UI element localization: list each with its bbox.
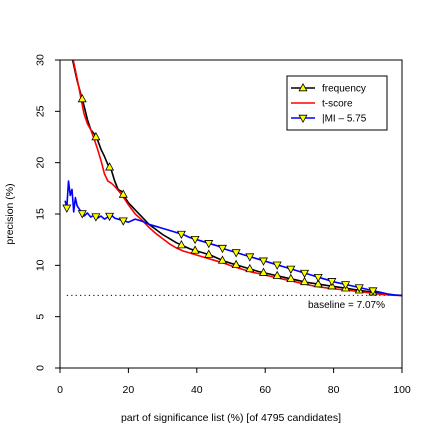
series-marker-2 — [217, 244, 227, 254]
series-marker-2 — [313, 273, 323, 283]
series-marker-2 — [105, 212, 115, 222]
series-marker-2 — [272, 261, 282, 270]
x-tick-label: 40 — [191, 384, 203, 396]
series-marker-0 — [231, 259, 241, 269]
y-tick-label: 15 — [35, 208, 47, 220]
series-marker-2 — [62, 204, 72, 213]
series-marker-0 — [77, 93, 87, 103]
series-marker-2 — [300, 269, 310, 279]
series-marker-0 — [176, 240, 186, 249]
legend-marker-2 — [298, 114, 308, 124]
series-marker-2 — [118, 217, 128, 226]
legend-marker-0 — [298, 82, 308, 92]
series-marker-0 — [272, 270, 282, 279]
baseline-label: baseline = 7.07% — [308, 300, 385, 311]
series-marker-2 — [231, 249, 241, 258]
series-marker-0 — [204, 249, 214, 258]
series-marker-2 — [77, 210, 87, 219]
series-line-0 — [71, 60, 402, 297]
legend: frequency t-score |MI – 5.75 — [286, 75, 388, 131]
x-axis-label: part of significance list (%) [of 4795 c… — [121, 412, 341, 424]
series-marker-2 — [245, 253, 255, 262]
y-tick-label: 10 — [35, 259, 47, 271]
y-tick-label: 30 — [35, 54, 47, 66]
y-tick-label: 20 — [35, 157, 47, 169]
series-marker-0 — [190, 245, 200, 254]
series-marker-2 — [286, 265, 296, 274]
series-marker-2 — [327, 278, 337, 287]
series-marker-2 — [204, 240, 214, 249]
series-marker-2 — [190, 235, 200, 245]
legend-label-1: t-score — [322, 99, 353, 110]
x-tick-label: 80 — [328, 384, 340, 396]
y-tick-label: 0 — [35, 365, 47, 371]
x-tick-label: 60 — [259, 384, 271, 396]
axis-layer: 0 20 40 60 80 100 0 5 10 15 20 25 30 — [35, 54, 411, 396]
series-marker-0 — [313, 279, 323, 288]
series-marker-2 — [91, 213, 101, 222]
x-tick-label: 0 — [57, 384, 63, 396]
series-marker-2 — [258, 257, 269, 266]
y-tick-label: 25 — [35, 105, 47, 117]
y-tick-label: 5 — [35, 314, 47, 320]
series-marker-2 — [341, 281, 351, 290]
series-marker-0 — [91, 131, 101, 141]
series-line-1 — [72, 60, 402, 297]
series-marker-0 — [118, 189, 128, 198]
series-marker-2 — [368, 287, 378, 296]
series-marker-0 — [258, 267, 269, 276]
series-marker-0 — [300, 276, 310, 286]
legend-label-2: |MI – 5.75 — [322, 114, 367, 125]
series-marker-0 — [105, 162, 115, 171]
series-marker-2 — [354, 284, 364, 293]
x-tick-label: 100 — [393, 384, 411, 396]
series-marker-0 — [245, 263, 255, 273]
x-tick-label: 20 — [123, 384, 135, 396]
series-marker-0 — [286, 273, 296, 283]
series-marker-2 — [176, 230, 186, 240]
y-axis-label: precision (%) — [4, 183, 16, 244]
marker-layer — [62, 93, 378, 296]
series-marker-0 — [217, 255, 227, 264]
series-line-2 — [64, 180, 402, 297]
legend-label-0: frequency — [322, 84, 366, 95]
